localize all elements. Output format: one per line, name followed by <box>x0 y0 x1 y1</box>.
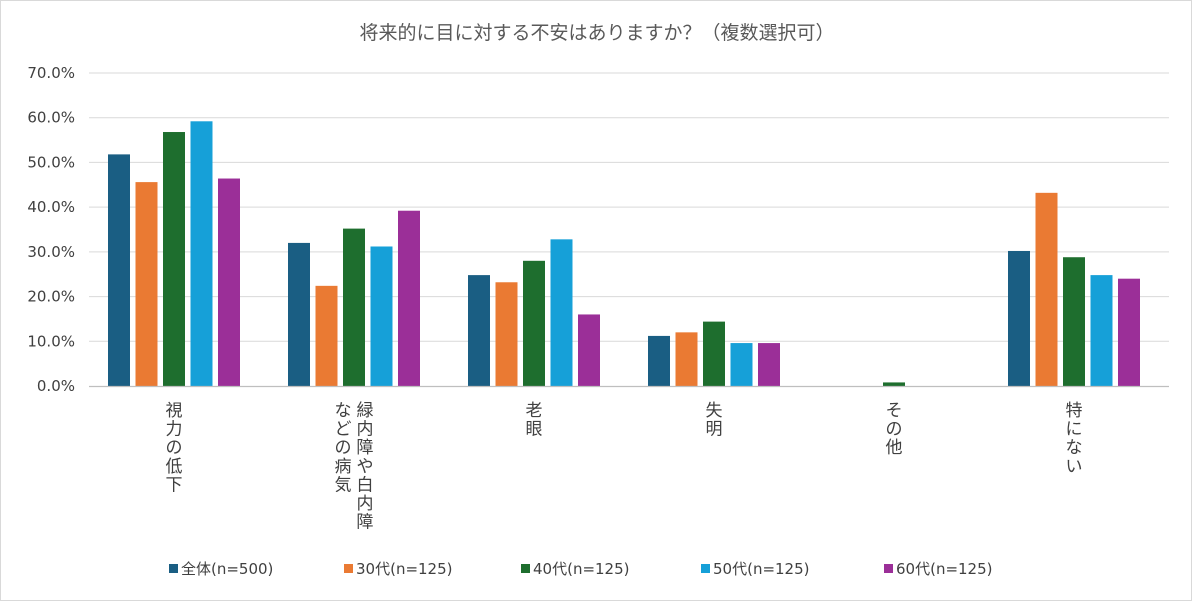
bar <box>218 178 240 386</box>
y-tick-label: 30.0% <box>27 243 75 261</box>
category-label-line: 視力の低下 <box>166 401 183 495</box>
legend-label: 50代(n=125) <box>713 560 810 578</box>
bar <box>398 210 420 386</box>
bar <box>315 285 338 386</box>
y-tick-label: 50.0% <box>27 153 75 171</box>
y-tick-label: 20.0% <box>27 288 75 306</box>
y-tick-label: 40.0% <box>27 198 75 216</box>
bar <box>1008 250 1030 386</box>
legend-label: 30代(n=125) <box>356 560 453 578</box>
bar <box>883 382 905 386</box>
legend-item: 全体(n=500) <box>169 560 273 578</box>
bar <box>550 239 573 386</box>
legend-label: 40代(n=125) <box>533 560 630 578</box>
category-label: 失明 <box>706 401 723 440</box>
y-tick-label: 70.0% <box>27 64 75 82</box>
gridlines <box>89 72 1169 342</box>
bar <box>135 182 158 386</box>
legend-item: 40代(n=125) <box>521 560 630 578</box>
bar <box>675 332 698 386</box>
category-label: その他 <box>886 401 903 458</box>
category-label-line: 特にない <box>1066 401 1083 477</box>
legend-swatch <box>344 564 353 573</box>
category-label-line: 緑内障や白内障 <box>357 401 374 533</box>
legend-swatch <box>169 564 178 573</box>
legend-swatch <box>884 564 893 573</box>
legend-swatch <box>521 564 530 573</box>
bar <box>703 321 725 386</box>
chart-title: 将来的に目に対する不安はありますか？（複数選択可） <box>359 22 834 44</box>
bar <box>190 121 213 386</box>
legend-item: 50代(n=125) <box>701 560 810 578</box>
y-tick-label: 60.0% <box>27 109 75 127</box>
category-label: 老眼 <box>526 401 543 440</box>
bar <box>758 343 780 386</box>
legend-label: 全体(n=500) <box>181 560 273 578</box>
bar <box>495 282 518 386</box>
bar <box>1035 192 1058 386</box>
category-label-line: その他 <box>886 401 903 458</box>
y-tick-label: 10.0% <box>27 332 75 350</box>
bars <box>108 121 1140 386</box>
category-label-line: などの病気 <box>335 401 352 495</box>
bar <box>163 132 185 386</box>
bar <box>523 260 545 386</box>
category-label-line: 老眼 <box>526 401 543 440</box>
bar <box>288 242 310 386</box>
category-label: 特にない <box>1066 401 1083 477</box>
bar <box>1118 278 1140 386</box>
y-axis-ticks: 0.0% 10.0% 20.0% 30.0% 40.0% 50.0% 60.0% 70.0% <box>27 64 75 395</box>
bar <box>730 343 753 386</box>
bar <box>370 246 393 386</box>
bar <box>578 314 600 386</box>
legend-item: 30代(n=125) <box>344 560 453 578</box>
y-tick-label: 0.0% <box>37 377 75 395</box>
legend: 全体(n=500) 30代(n=125) 40代(n=125) 50代(n=125) 6… <box>169 560 993 578</box>
legend-label: 60代(n=125) <box>896 560 993 578</box>
bar <box>1063 257 1085 386</box>
bar <box>1090 275 1113 386</box>
legend-swatch <box>701 564 710 573</box>
legend-item: 60代(n=125) <box>884 560 993 578</box>
bar <box>648 335 670 386</box>
bar <box>108 154 130 386</box>
category-label-line: 失明 <box>706 401 723 440</box>
bar <box>468 275 490 386</box>
category-label: 視力の低下 <box>166 401 183 495</box>
bar <box>343 228 365 386</box>
